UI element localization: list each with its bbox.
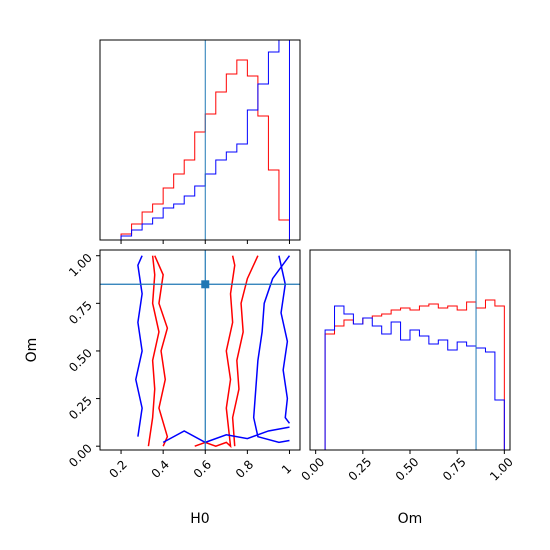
joint-contours: [135, 255, 291, 449]
joint-y-tick-label: 0.25: [66, 394, 95, 423]
joint-x-tick-label: 0.6: [191, 457, 214, 480]
om-x-tick-label: 0.00: [298, 455, 327, 484]
om-marginal-panel: 0.00 0.25 0.50 0.75 1.00 Om: [298, 249, 516, 527]
joint-y-tick-label: 0.75: [66, 298, 95, 327]
contour-red: [147, 255, 160, 447]
om-x-ticks: 0.00 0.25 0.50 0.75 1.00: [298, 450, 516, 484]
joint-y-tick-label: 0.00: [66, 441, 95, 470]
joint-x-tick-label: 1: [279, 462, 294, 477]
h0-red-histogram: [110, 59, 290, 241]
joint-y-tick-label: 1.00: [66, 251, 95, 280]
joint-x-tick-label: 0.8: [233, 457, 256, 480]
om-marginal-frame: [309, 249, 511, 451]
h0-blue-histogram: [110, 39, 290, 241]
contour-blue: [135, 255, 143, 437]
contour-blue: [252, 255, 291, 444]
h0-axis-label: H0: [190, 511, 209, 527]
joint-truth-marker: [201, 280, 210, 289]
joint-contour-panel: 0.2 0.4 0.6 0.8 1 0.00 0.25 0.50 0.75 1.00 H0 Om: [24, 249, 301, 527]
joint-frame: [99, 249, 301, 451]
joint-x-tick-label: 0.2: [107, 457, 130, 480]
contour-red: [231, 255, 259, 447]
h0-marginal-ticks: [120, 240, 290, 244]
h0-marginal-panel: [99, 39, 301, 244]
h0-marginal-frame: [99, 39, 301, 241]
contour-blue: [162, 426, 290, 444]
om-x-tick-label: 1.00: [487, 455, 516, 484]
contour-blue: [278, 255, 291, 424]
joint-x-ticks: 0.2 0.4 0.6 0.8 1: [107, 450, 294, 481]
joint-y-ticks: 0.00 0.25 0.50 0.75 1.00: [66, 251, 100, 470]
joint-y-tick-label: 0.50: [66, 346, 95, 375]
om-axis-label: Om: [24, 338, 40, 363]
h0-histogram-series: [110, 39, 290, 241]
om-x-tick-label: 0.50: [393, 455, 422, 484]
joint-x-tick-label: 0.4: [149, 457, 172, 480]
om-x-tick-label: 0.25: [346, 455, 375, 484]
contour-red: [194, 255, 236, 449]
om-x-axis-label: Om: [398, 511, 423, 527]
om-x-tick-label: 0.75: [440, 455, 469, 484]
